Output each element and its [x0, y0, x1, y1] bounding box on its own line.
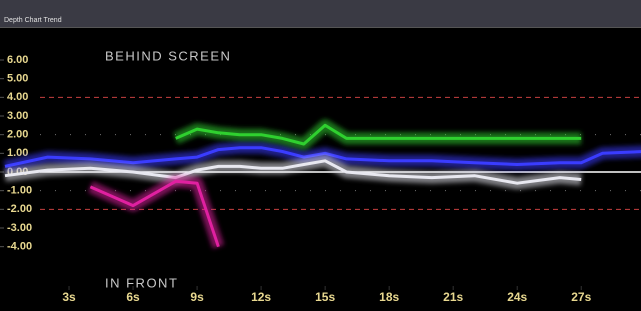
y-tick-label: 5.00 [7, 73, 28, 85]
x-tick-label: 24s [507, 290, 527, 304]
title-bar [0, 0, 641, 27]
annotation: BEHIND SCREEN [105, 48, 231, 63]
y-tick-label: -1.00 [7, 185, 32, 197]
x-tick-label: 27s [571, 290, 591, 304]
y-tick-label: 6.00 [7, 54, 28, 66]
x-tick-label: 15s [315, 290, 335, 304]
y-tick-label: -4.00 [7, 241, 32, 253]
y-tick-label: -3.00 [7, 222, 32, 234]
y-tick-label: 4.00 [7, 91, 28, 103]
chart: Depth Chart Trend BEHIND SCREEN IN FRONT… [0, 0, 641, 311]
window-title: Depth Chart Trend [4, 17, 62, 24]
x-tick-label: 21s [443, 290, 463, 304]
page: {"chart_data": { "type": "line", "title"… [0, 0, 641, 311]
annotation: IN FRONT [105, 275, 178, 290]
y-tick-label: 3.00 [7, 110, 28, 122]
y-tick-label: 2.00 [7, 129, 28, 141]
y-tick-label: -2.00 [7, 203, 32, 215]
x-tick-label: 12s [251, 290, 271, 304]
x-tick-label: 6s [126, 290, 140, 304]
x-tick-label: 3s [62, 290, 76, 304]
x-tick-label: 9s [190, 290, 204, 304]
title-bar-edge [0, 27, 641, 28]
x-tick-label: 18s [379, 290, 399, 304]
